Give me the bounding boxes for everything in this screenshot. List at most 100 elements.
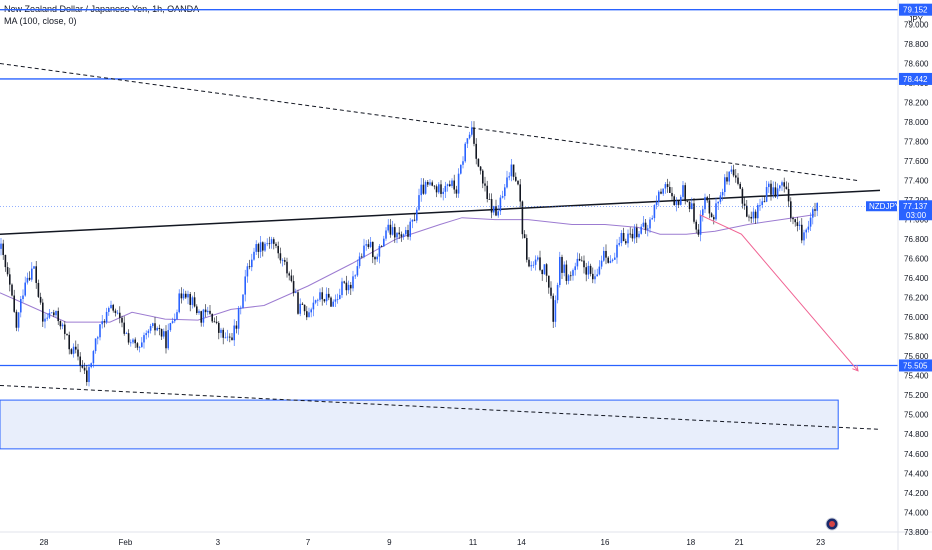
candle	[471, 121, 473, 137]
candle	[424, 180, 427, 195]
candle-body	[438, 184, 440, 193]
candle-body	[123, 322, 125, 334]
price-axis-ticks: 79.00078.80078.60078.40078.20078.00077.8…	[904, 21, 929, 537]
candle	[347, 280, 350, 294]
candle	[706, 195, 708, 203]
candle	[156, 326, 158, 332]
candle-body	[686, 201, 689, 202]
candle	[530, 261, 532, 271]
trendline-dashed[interactable]	[0, 63, 859, 182]
candle-body	[88, 367, 90, 383]
level-price-tag[interactable]	[899, 3, 932, 16]
indicator-legend[interactable]: MA (100, close, 0)	[4, 16, 77, 26]
candle	[572, 268, 574, 281]
candle	[563, 261, 565, 277]
candle	[215, 316, 218, 325]
symbol-tag[interactable]	[866, 201, 897, 212]
candle-body	[352, 276, 354, 289]
candle	[152, 322, 154, 328]
candle	[418, 188, 420, 212]
candle-body	[48, 312, 51, 318]
trendline-solid[interactable]	[0, 189, 881, 235]
candle-body	[794, 219, 796, 223]
candle	[136, 342, 139, 351]
candle	[167, 323, 169, 351]
candle	[68, 331, 70, 355]
candle	[402, 233, 405, 240]
price-tick-label: 74.200	[904, 489, 929, 498]
candle-body	[691, 203, 693, 210]
candle-body	[90, 363, 92, 368]
candle-body	[796, 222, 799, 226]
candle-body	[9, 274, 11, 285]
candle-body	[603, 250, 605, 261]
candle-body	[108, 308, 110, 312]
candle-body	[772, 187, 774, 195]
candle-body	[512, 164, 515, 177]
level-price-tag[interactable]	[899, 359, 932, 372]
candle	[477, 158, 480, 168]
trendlines-layer	[0, 63, 881, 430]
candle-body	[618, 243, 620, 245]
candle	[251, 253, 253, 272]
candle	[42, 298, 44, 327]
candle-body	[167, 330, 169, 349]
candle-body	[682, 185, 684, 197]
candle	[268, 236, 271, 249]
candle	[644, 218, 647, 234]
moving-average-line	[0, 214, 815, 323]
candle-body	[79, 356, 81, 366]
candle	[352, 270, 354, 292]
candle	[633, 224, 636, 244]
candle	[433, 185, 436, 190]
candle	[768, 181, 770, 193]
candle	[554, 295, 557, 328]
candle	[651, 215, 653, 220]
candle-body	[273, 239, 275, 244]
candle	[574, 262, 576, 276]
candle-body	[24, 282, 26, 296]
candle	[484, 176, 486, 192]
candle-body	[191, 297, 194, 305]
candle-body	[343, 281, 345, 283]
candle-body	[521, 201, 524, 235]
candle	[345, 275, 348, 296]
candle	[717, 201, 719, 211]
candle-body	[684, 185, 686, 202]
candle	[116, 309, 119, 315]
candle	[385, 227, 387, 241]
candle	[286, 257, 288, 278]
candle	[710, 212, 713, 218]
candle-body	[277, 245, 279, 254]
last-price-tag[interactable]	[899, 200, 932, 221]
candle	[792, 216, 794, 225]
candle	[636, 223, 638, 244]
candle-body	[0, 243, 2, 249]
demand-zone-rect[interactable]	[0, 399, 839, 450]
candle-body	[649, 219, 651, 229]
price-tick-label: 77.600	[904, 157, 929, 166]
candle-body	[572, 270, 574, 276]
candle-body	[156, 327, 158, 331]
candle	[361, 253, 363, 259]
candle-body	[61, 324, 64, 327]
candle-body	[211, 313, 213, 322]
flag-icon[interactable]	[825, 517, 839, 531]
candle-body	[286, 261, 288, 274]
projection-arrow-line[interactable]	[699, 214, 859, 372]
candle-body	[517, 180, 519, 185]
level-price-tag[interactable]	[899, 72, 932, 85]
time-tick-label: 18	[686, 538, 695, 547]
candle	[649, 217, 651, 233]
candle-body	[671, 192, 673, 197]
candle-body	[444, 185, 447, 192]
candle-body	[746, 205, 748, 217]
candle-body	[704, 197, 706, 210]
candle	[290, 269, 293, 283]
candle-body	[647, 228, 649, 230]
candle	[169, 322, 172, 332]
candle-body	[816, 202, 818, 211]
candle	[44, 313, 46, 329]
candle-body	[317, 299, 319, 301]
